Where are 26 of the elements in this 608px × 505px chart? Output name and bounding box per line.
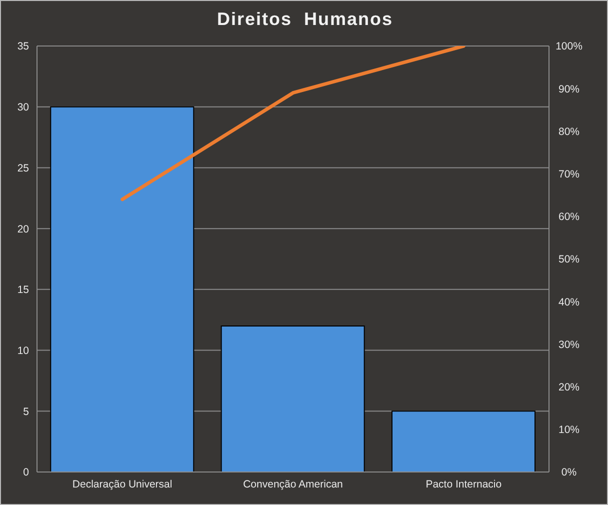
y-tick-label: 0: [23, 466, 30, 479]
y2-tick-label: 70%: [558, 168, 580, 181]
y2-tick-label: 0%: [561, 466, 577, 479]
x-tick-label: Pacto Internacio: [426, 478, 502, 490]
y2-tick-label: 90%: [558, 83, 580, 96]
y2-tick-label: 60%: [558, 211, 580, 224]
y-tick-label: 15: [17, 284, 30, 296]
x-tick-label: Declaração Universal: [72, 478, 172, 490]
y-tick-label: 25: [17, 162, 30, 174]
y2-tick-label: 100%: [556, 40, 582, 53]
y2-tick-label: 10%: [558, 424, 580, 436]
y2-tick-label: 30%: [558, 338, 580, 351]
x-tick-label: Convenção American: [243, 478, 344, 490]
bar: [391, 410, 536, 472]
y-tick-label: 30: [17, 102, 30, 114]
y2-tick-label: 80%: [558, 126, 580, 138]
y-tick-label: 20: [17, 223, 30, 236]
chart-title: Direitos Humanos: [216, 9, 394, 30]
y2-tick-label: 50%: [558, 254, 580, 266]
bar: [50, 106, 194, 472]
y-tick-label: 5: [23, 406, 30, 418]
bar: [220, 325, 365, 472]
y-tick-label: 35: [17, 40, 30, 53]
y2-tick-label: 20%: [558, 382, 580, 394]
y-tick-label: 10: [17, 345, 30, 358]
y2-tick-label: 40%: [558, 296, 580, 308]
